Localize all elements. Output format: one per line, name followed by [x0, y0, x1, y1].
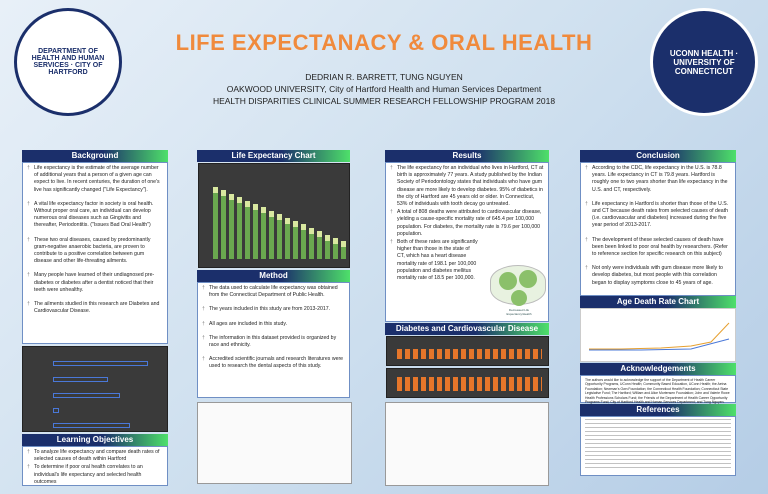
diabetes-chart	[386, 336, 549, 366]
bullet: Life expectancy is the estimate of the a…	[27, 165, 163, 194]
age-death-rate-chart	[580, 308, 736, 362]
age-death-rate-lines	[589, 322, 730, 351]
bar	[293, 221, 298, 259]
conclusion-box: According to the CDC, life expectancy in…	[580, 162, 736, 296]
method-header: Method	[197, 270, 350, 282]
affiliation: OAKWOOD UNIVERSITY, City of Hartford Hea…	[226, 84, 542, 94]
bullet: These two oral diseases, caused by predo…	[27, 237, 163, 266]
bar	[309, 227, 314, 259]
bullet: According to the CDC, life expectancy in…	[585, 165, 731, 194]
bullet: A vital life expectancy factor in societ…	[27, 201, 163, 230]
cause-of-death-bar-chart	[22, 346, 168, 432]
life-expectancy-chart-header: Life Expectancy Chart	[197, 150, 350, 162]
bullet: A total of 808 deaths were attributed to…	[390, 209, 544, 238]
program: HEALTH DISPARITIES CLINICAL SUMMER RESEA…	[212, 96, 556, 106]
bar	[341, 241, 346, 259]
bar	[285, 217, 290, 259]
bullet: The ailments studied in this research ar…	[27, 301, 163, 315]
bar	[53, 377, 108, 382]
bullet: All ages are included in this study.	[202, 321, 345, 328]
results-box: The life expectancy for an individual wh…	[385, 162, 549, 322]
age-death-rate-header: Age Death Rate Chart	[580, 296, 736, 308]
bullet: The development of these selected causes…	[585, 237, 731, 259]
references-box	[580, 416, 736, 476]
results-flow-diagram	[385, 402, 549, 486]
bar	[237, 197, 242, 259]
references-header: References	[580, 404, 736, 416]
funnel-label: Decreased Life Expectancy/Health	[506, 308, 532, 316]
authors: DEDRIAN R. BARRETT, TUNG NGUYEN	[305, 72, 463, 82]
acknowledgements-header: Acknowledgements	[580, 363, 736, 375]
bullet: To determine if poor oral health correla…	[27, 464, 163, 486]
bullet: Life expectancy in Hartford is shorter t…	[585, 201, 731, 230]
background-box: Life expectancy is the estimate of the a…	[22, 162, 168, 344]
bar	[317, 231, 322, 259]
bullet: Not only were individuals with gum disea…	[585, 265, 731, 287]
bar	[53, 393, 120, 398]
objectives-box: To analyze life expectancy and compare d…	[22, 446, 168, 486]
bar	[245, 200, 250, 259]
diabetes-cvd-header: Diabetes and Cardiovascular Disease	[385, 323, 549, 335]
acknowledgements-text: The authors would like to acknowledge th…	[580, 375, 736, 404]
poster-title: LIFE EXPECTANACY & ORAL HEALTH	[175, 30, 593, 55]
bar	[53, 408, 59, 413]
bar	[253, 204, 258, 259]
background-header: Background	[22, 150, 168, 162]
bullet: The information in this dataset provided…	[202, 335, 345, 349]
bullet: The years included in this study are fro…	[202, 306, 345, 313]
bar	[277, 214, 282, 259]
hartford-hhs-logo: DEPARTMENT OF HEALTH AND HUMAN SERVICES …	[14, 8, 122, 116]
funnel-graphic	[490, 265, 546, 306]
bullet: The life expectancy for an individual wh…	[390, 165, 544, 208]
results-header: Results	[385, 150, 549, 162]
bullet: Accredited scientific journals and resea…	[202, 356, 345, 370]
method-box: The data used to calculate life expectan…	[197, 282, 350, 398]
bullet: To analyze life expectancy and compare d…	[27, 449, 163, 463]
method-flow-diagram	[197, 402, 352, 484]
bullet: The data used to calculate life expectan…	[202, 285, 345, 299]
bullet: Many people have learned of their undiag…	[27, 272, 163, 294]
bar	[213, 187, 218, 259]
bar	[261, 207, 266, 259]
conclusion-header: Conclusion	[580, 150, 736, 162]
bullet: Both of these rates are significantly hi…	[390, 239, 478, 282]
learning-objectives-header: Learning Objectives	[22, 434, 168, 446]
bar	[325, 234, 330, 259]
life-expectancy-chart	[198, 163, 350, 268]
bar	[229, 193, 234, 259]
cardiovascular-chart	[386, 368, 549, 398]
bar	[301, 224, 306, 259]
bar	[221, 190, 226, 259]
bar	[53, 423, 130, 428]
bar	[53, 361, 148, 366]
bar	[269, 210, 274, 259]
bar	[333, 238, 338, 259]
uconn-health-logo: UCONN HEALTH · UNIVERSITY OF CONNECTICUT	[650, 8, 758, 116]
